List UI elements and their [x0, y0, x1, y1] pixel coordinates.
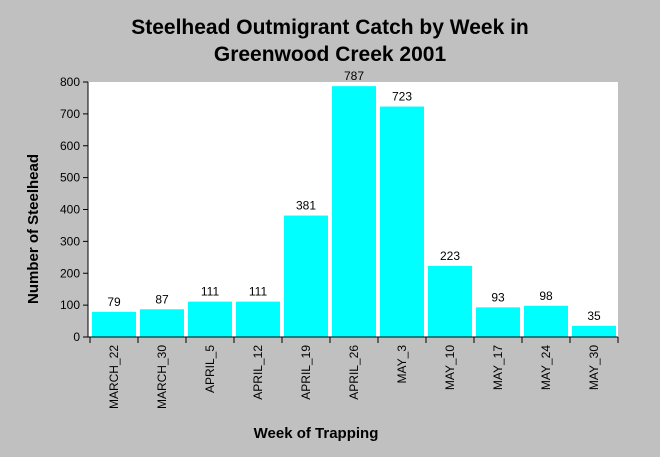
bar — [476, 307, 520, 337]
x-tick-label: APRIL_26 — [347, 345, 361, 400]
data-label: 98 — [539, 289, 553, 303]
y-tick-label: 800 — [60, 75, 80, 89]
bars — [92, 86, 616, 337]
data-label: 381 — [296, 199, 316, 213]
x-tick-label: APRIL_19 — [299, 345, 313, 400]
x-tick-label: MAY_24 — [539, 345, 553, 390]
data-label: 787 — [344, 69, 364, 83]
x-axis-title: Week of Trapping — [254, 425, 379, 442]
bar — [284, 215, 328, 337]
chart-title-line-2: Greenwood Creek 2001 — [213, 43, 447, 66]
x-tick-label: APRIL_12 — [251, 345, 265, 400]
x-tick-label: MAY_30 — [587, 345, 601, 390]
data-label: 723 — [392, 90, 412, 104]
x-tick-label: MARCH_22 — [107, 345, 121, 409]
bar — [188, 301, 232, 337]
chart-title: Steelhead Outmigrant Catch by Week in Gr… — [0, 14, 660, 68]
y-tick-label: 200 — [60, 266, 80, 280]
y-tick-label: 300 — [60, 234, 80, 248]
data-label: 223 — [440, 249, 460, 263]
bar — [236, 301, 280, 337]
y-tick-label: 700 — [60, 107, 80, 121]
bar — [380, 106, 424, 337]
y-tick-label: 100 — [60, 298, 80, 312]
x-tick-label: APRIL_5 — [203, 345, 217, 393]
y-tick-label: 0 — [73, 330, 80, 344]
data-label: 111 — [249, 285, 268, 299]
data-label: 79 — [107, 295, 121, 309]
bar — [140, 309, 184, 337]
y-tick-label: 600 — [60, 139, 80, 153]
axes — [83, 81, 619, 343]
data-label: 87 — [155, 292, 169, 306]
data-label: 35 — [587, 309, 601, 323]
bar — [332, 86, 376, 337]
y-tick-label: 500 — [60, 171, 80, 185]
x-tick-label: MAY_3 — [395, 345, 409, 384]
bar — [92, 311, 136, 337]
y-tick-label: 400 — [60, 203, 80, 217]
x-tick-label: MARCH_30 — [155, 345, 169, 409]
bar — [428, 265, 472, 337]
bar — [572, 325, 616, 337]
data-label: 111 — [201, 285, 220, 299]
x-tick-label: MAY_17 — [491, 345, 505, 390]
y-axis-title: Number of Steelhead — [25, 154, 42, 304]
data-label: 93 — [491, 290, 505, 304]
chart-title-line-1: Steelhead Outmigrant Catch by Week in — [131, 16, 529, 39]
bar — [524, 305, 568, 337]
x-tick-label: MAY_10 — [443, 345, 457, 390]
labels: 79 87 111 111 381 787 723 223 93 98 35 0 100 200 300 40… — [60, 69, 601, 409]
